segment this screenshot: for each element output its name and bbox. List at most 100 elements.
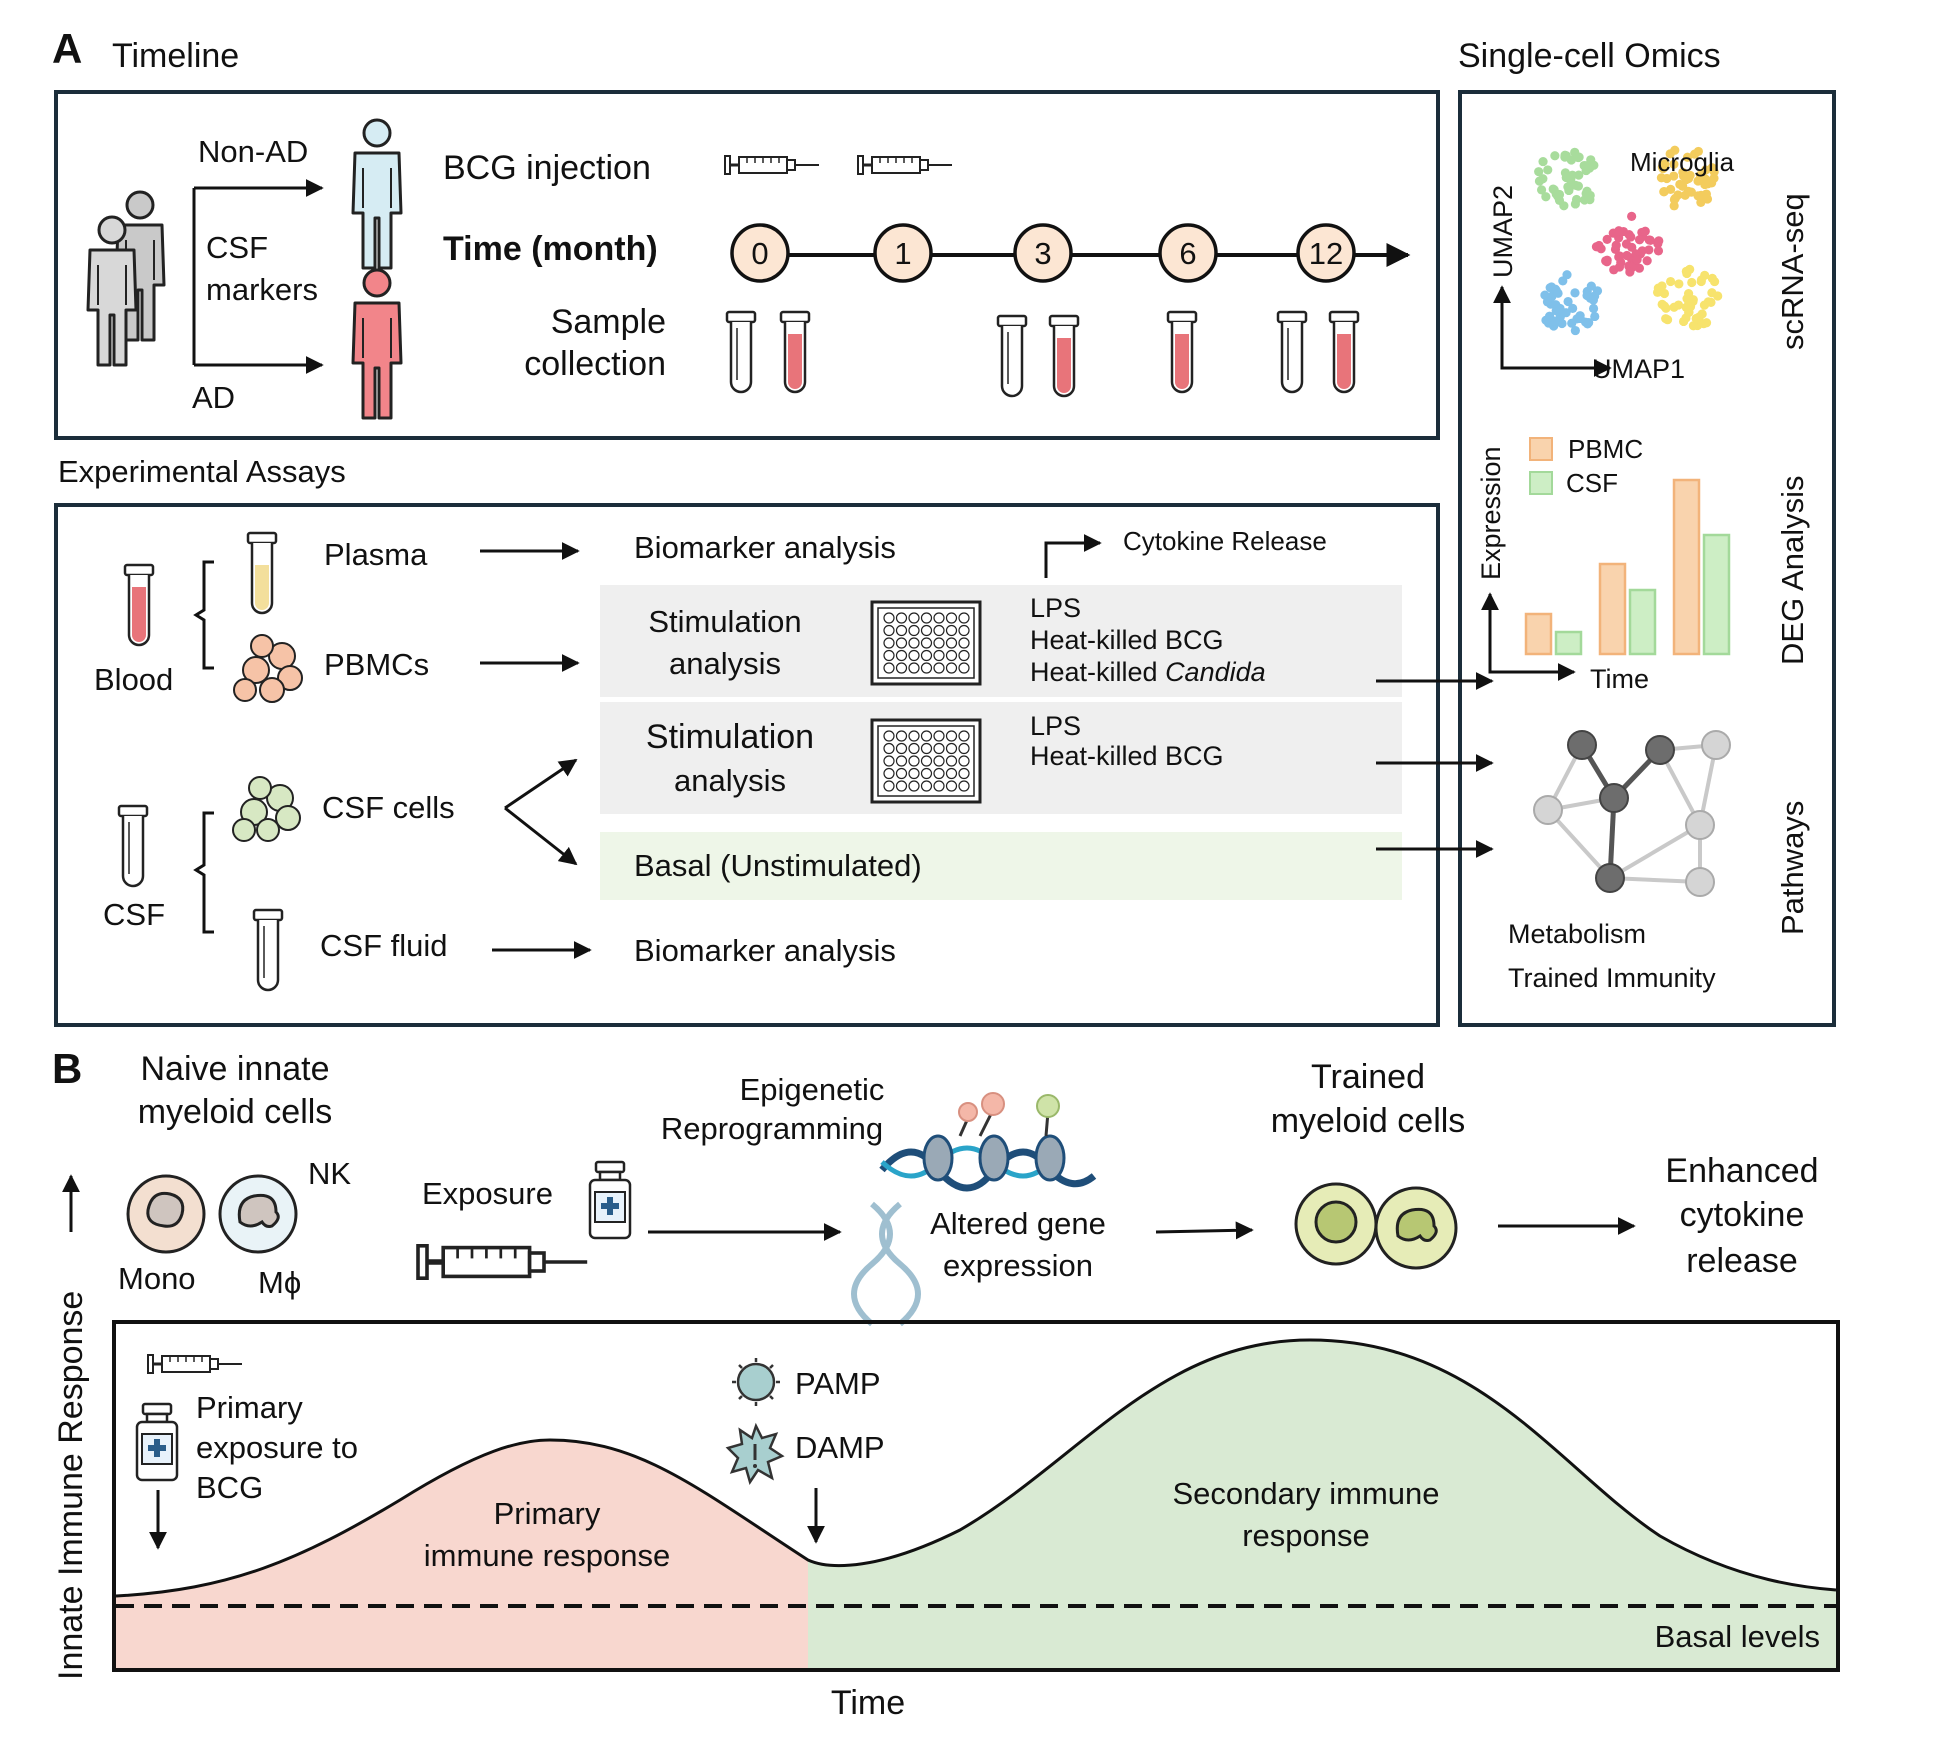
trained-label-2: myeloid cells — [1271, 1102, 1466, 1140]
primary-exposure-2: exposure to — [196, 1430, 358, 1465]
csf-brace — [193, 811, 214, 934]
arrow — [504, 806, 578, 866]
scrna-label: scRNA-seq — [1775, 193, 1810, 350]
stim1-lps: LPS — [1030, 593, 1081, 623]
legend-swatch-csf — [1529, 471, 1553, 495]
svg-text:0: 0 — [751, 236, 768, 271]
timeline-box — [54, 90, 1440, 440]
umap-cluster — [1591, 211, 1664, 277]
damp-label: DAMP — [795, 1430, 885, 1465]
trained-cells-icon — [1294, 1182, 1458, 1270]
deg-time-label: Time — [1590, 664, 1649, 694]
damp-icon — [725, 1422, 785, 1485]
umap2-label: UMAP2 — [1488, 185, 1518, 278]
time-month-label: Time (month) — [443, 230, 658, 268]
stimulation-label-1b: analysis — [669, 646, 781, 681]
stim2-lps: LPS — [1030, 711, 1081, 741]
deg-axes — [1481, 592, 1576, 681]
csf-fluid-label: CSF fluid — [320, 928, 447, 963]
stimulation-row-1 — [600, 585, 1402, 697]
curve-frame — [112, 1320, 1840, 1672]
basal-row — [600, 832, 1402, 900]
stimulation-row-2 — [600, 702, 1402, 814]
ad-label: AD — [192, 380, 235, 415]
sample-collection-label-2: collection — [524, 345, 666, 383]
pamp-icon — [732, 1358, 780, 1406]
microglia-label: Microglia — [1630, 147, 1735, 177]
exposure-label: Exposure — [422, 1176, 553, 1211]
metabolism-label: Metabolism — [1508, 919, 1646, 949]
csf-markers-label-2: markers — [206, 272, 318, 307]
svg-text:12: 12 — [1309, 236, 1343, 271]
csf-cells-label: CSF cells — [322, 790, 455, 825]
enhanced-label-2: cytokine — [1680, 1196, 1805, 1234]
primary-exposure-3: BCG — [196, 1470, 263, 1505]
mono-label: Mono — [118, 1261, 196, 1296]
chromatin-icon — [879, 1092, 1097, 1192]
trained-immunity-label: Trained Immunity — [1508, 963, 1716, 993]
branch-lines — [192, 179, 324, 374]
naive-label-1: Naive innate — [140, 1050, 329, 1088]
basal-label: Basal (Unstimulated) — [634, 848, 922, 883]
mono-cell-icon — [126, 1174, 206, 1254]
trained-label-1: Trained — [1311, 1058, 1425, 1096]
enhanced-label-1: Enhanced — [1665, 1152, 1818, 1190]
arrow — [504, 758, 578, 810]
csf-tube-icon — [117, 804, 149, 888]
time-point: 12 — [1296, 223, 1356, 283]
response-curve — [115, 1338, 1837, 1598]
cohort-group-icon — [86, 190, 166, 367]
y-axis-label: Innate Immune Response — [52, 1291, 90, 1680]
umap-cluster — [1540, 270, 1603, 336]
time-point: 1 — [873, 223, 933, 283]
plasma-label: Plasma — [324, 537, 428, 572]
basal-levels-label: Basal levels — [1655, 1619, 1820, 1654]
omics-box — [1458, 90, 1836, 1027]
pbmcs-label: PBMCs — [324, 647, 429, 682]
umap-cluster — [1534, 147, 1599, 211]
secondary-response-label-2: response — [1242, 1518, 1370, 1553]
stim2-bcg: Heat-killed BCG — [1030, 741, 1224, 771]
secondary-response-label-1: Secondary immune — [1172, 1476, 1439, 1511]
stim1-candida-line: Heat-killed Candida — [1030, 657, 1266, 687]
primary-response-label-1: Primary — [494, 1496, 601, 1531]
non-ad-label: Non-AD — [198, 134, 308, 169]
sample-collection-label-1: Sample — [551, 303, 666, 341]
nk-label: NK — [308, 1156, 351, 1191]
stim1-bcg: Heat-killed BCG — [1030, 625, 1224, 655]
blood-label: Blood — [94, 662, 173, 697]
syringe-icon — [418, 1246, 587, 1278]
syringe-icon — [856, 154, 954, 176]
enhanced-label-3: release — [1686, 1242, 1798, 1280]
ad-person-icon — [351, 268, 403, 420]
primary-exposure-1: Primary — [196, 1390, 303, 1425]
timeline-title: Timeline — [112, 37, 239, 75]
csf-cells-icon — [232, 776, 301, 842]
blood-brace — [193, 560, 214, 670]
stimulation-label-2a: Stimulation — [646, 718, 814, 756]
assays-box — [54, 503, 1440, 1027]
expression-label: Expression — [1476, 446, 1506, 580]
time-point: 3 — [1013, 223, 1073, 283]
legend-csf: CSF — [1566, 468, 1618, 498]
plasma-tube-icon — [246, 531, 278, 615]
svg-text:3: 3 — [1034, 236, 1051, 271]
well-plate-wells — [883, 612, 970, 674]
mphi-label: Mϕ — [258, 1265, 301, 1300]
secondary-response-area — [808, 1340, 1836, 1668]
biomarker-analysis-2: Biomarker analysis — [634, 933, 896, 968]
time-point: 6 — [1158, 223, 1218, 283]
panel-b-letter: B — [52, 1045, 82, 1092]
cytokine-release-label: Cytokine Release — [1123, 526, 1327, 556]
pathways-label: Pathways — [1775, 801, 1810, 935]
csf-fluid-tube-icon — [252, 908, 284, 992]
altered-label-1: Altered gene — [930, 1206, 1106, 1241]
vaccine-vial-icon — [588, 1160, 632, 1240]
pathway-network-icon — [1533, 730, 1731, 897]
svg-text:1: 1 — [894, 236, 911, 271]
pamp-label: PAMP — [795, 1366, 881, 1401]
legend-pbmc: PBMC — [1568, 434, 1643, 464]
omics-title: Single-cell Omics — [1458, 37, 1721, 75]
bcg-injection-label: BCG injection — [443, 149, 651, 187]
